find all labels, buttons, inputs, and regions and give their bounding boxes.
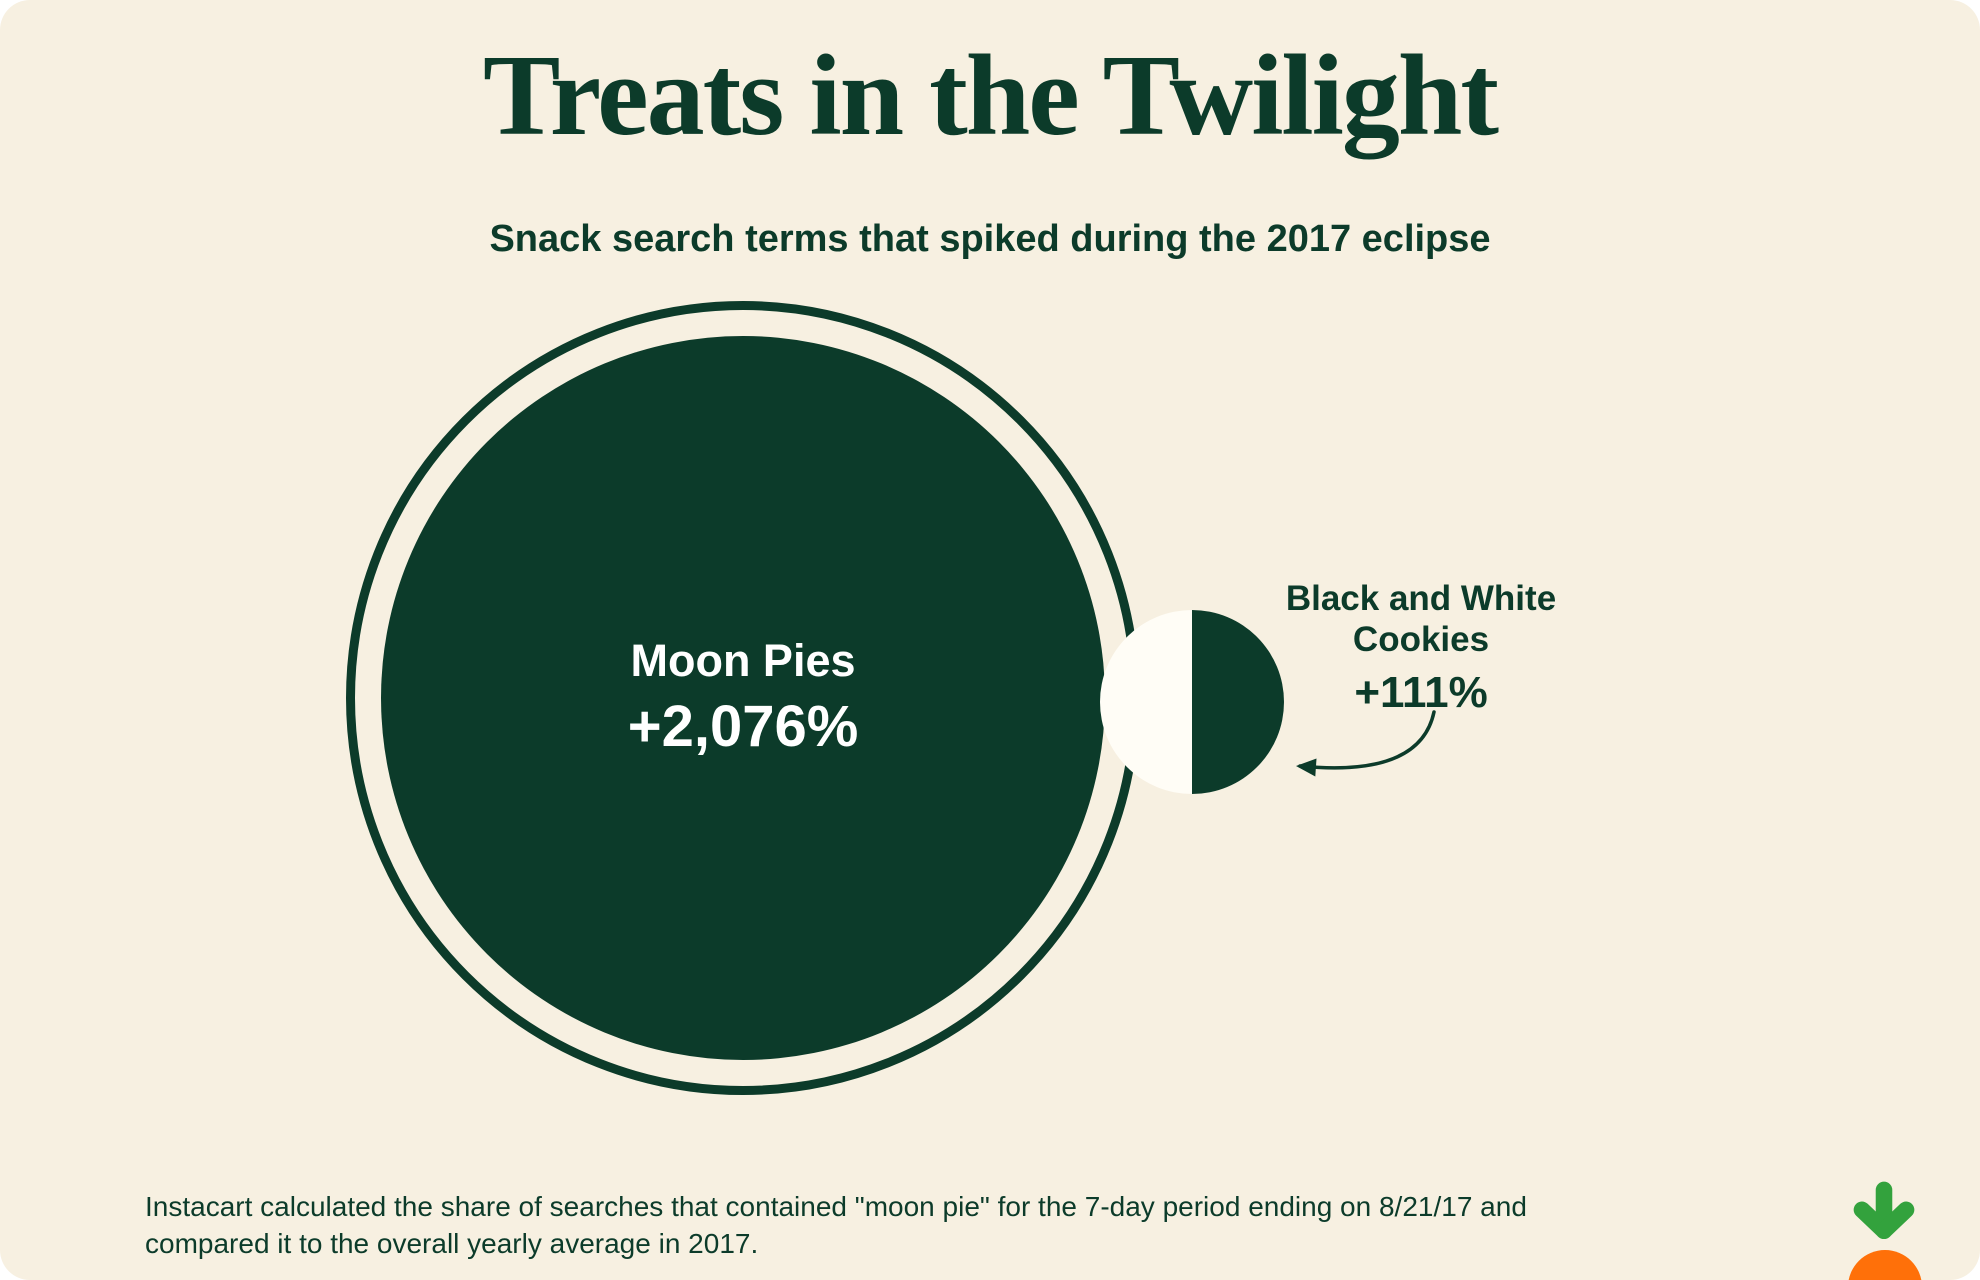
page-title: Treats in the Twilight	[482, 32, 1499, 160]
annotation-arrow-icon	[1296, 710, 1436, 777]
moon-pies-value: +2,076%	[627, 694, 859, 760]
footnote: Instacart calculated the share of search…	[145, 1188, 1527, 1262]
footnote-line: compared it to the overall yearly averag…	[145, 1228, 759, 1259]
moon-pies-bubble-fill: Moon Pies +2,076%	[381, 336, 1105, 1060]
instacart-carrot-logo	[1846, 1180, 1936, 1280]
moon-pies-name: Moon Pies	[630, 635, 856, 687]
black-and-white-cookies-bubble	[1100, 610, 1284, 794]
footnote-line: Instacart calculated the share of search…	[145, 1191, 1527, 1222]
moon-pies-label-group: Moon Pies +2,076%	[628, 634, 859, 762]
page-subtitle: Snack search terms that spiked during th…	[489, 218, 1491, 260]
moon-pies-bubble: Moon Pies +2,076%	[346, 301, 1140, 1095]
black-and-white-cookies-name: Black and White Cookies	[1285, 579, 1557, 660]
black-and-white-cookies-value: +111%	[1354, 667, 1488, 717]
carrot-leaf-icon	[1853, 1181, 1915, 1240]
black-and-white-cookies-label-group: Black and White Cookies +111%	[1266, 578, 1576, 719]
carrot-body-icon	[1848, 1250, 1922, 1280]
